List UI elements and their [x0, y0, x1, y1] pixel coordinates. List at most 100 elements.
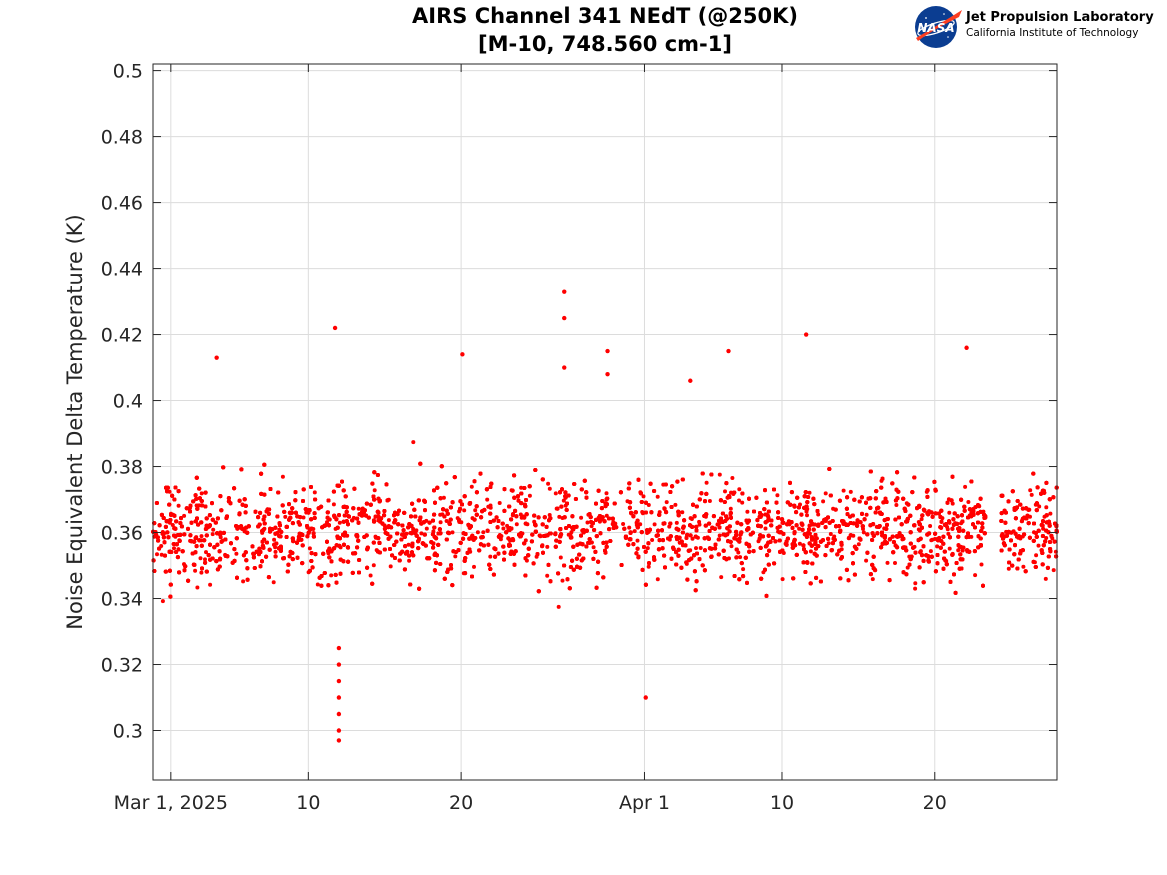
data-point — [916, 527, 921, 532]
data-point — [160, 599, 165, 604]
data-point — [717, 533, 722, 538]
data-point — [864, 558, 869, 563]
data-point — [1048, 511, 1053, 516]
data-point — [688, 516, 693, 521]
data-point — [674, 520, 679, 525]
data-point — [585, 520, 590, 525]
data-point — [627, 525, 632, 530]
data-point — [694, 546, 698, 551]
data-point — [919, 517, 924, 522]
data-point — [407, 558, 412, 563]
data-point — [741, 567, 746, 572]
data-point — [1021, 564, 1026, 569]
data-point — [856, 542, 861, 547]
data-point — [591, 545, 596, 550]
data-point — [208, 582, 213, 587]
data-point — [195, 585, 200, 590]
data-point — [560, 578, 565, 583]
data-point — [737, 487, 742, 492]
data-points — [151, 289, 1059, 743]
data-point — [723, 489, 727, 494]
data-point — [193, 568, 198, 573]
data-point — [775, 493, 780, 498]
data-point — [646, 564, 651, 569]
grid-lines — [153, 64, 1057, 780]
data-point — [821, 499, 826, 504]
data-point — [170, 523, 175, 527]
data-point — [172, 546, 176, 551]
data-point — [697, 519, 702, 524]
data-point — [797, 526, 802, 531]
data-point — [763, 526, 768, 531]
data-point — [913, 586, 918, 591]
data-point — [368, 573, 373, 578]
data-point — [356, 506, 361, 511]
data-point — [864, 512, 869, 517]
data-point — [481, 530, 486, 535]
data-point — [519, 485, 524, 490]
data-point — [1006, 566, 1011, 571]
data-point — [638, 522, 643, 527]
data-point — [780, 577, 785, 582]
data-point — [973, 573, 978, 578]
data-point — [419, 531, 424, 536]
data-point — [947, 546, 952, 551]
data-point — [717, 472, 722, 477]
data-point — [640, 511, 645, 516]
data-point — [673, 502, 678, 507]
data-point — [579, 515, 584, 520]
data-point — [273, 549, 278, 554]
data-point — [928, 549, 933, 554]
data-point — [870, 577, 875, 582]
data-point — [453, 554, 458, 559]
data-point — [523, 538, 528, 543]
data-point — [979, 562, 984, 567]
lab-name: Jet Propulsion Laboratory — [966, 10, 1154, 25]
data-point — [475, 530, 480, 535]
data-point — [371, 563, 376, 568]
data-point — [545, 573, 550, 578]
data-point — [963, 484, 968, 489]
jpl-logo: NASA Jet Propulsion Laboratory Californi… — [912, 4, 1162, 50]
data-point — [690, 536, 695, 541]
chart-title-line-2: [M-10, 748.560 cm-1] — [478, 32, 732, 56]
data-point — [667, 524, 672, 529]
data-point — [646, 503, 651, 507]
data-point — [488, 554, 493, 559]
data-point — [945, 527, 950, 532]
data-point — [1043, 576, 1048, 581]
data-point — [473, 508, 478, 513]
data-point — [740, 500, 745, 505]
data-point — [650, 538, 655, 542]
data-point — [1044, 536, 1049, 540]
data-point — [234, 551, 239, 556]
data-point — [182, 513, 187, 518]
data-point — [450, 530, 455, 535]
data-point — [1036, 543, 1041, 548]
data-point — [199, 570, 204, 575]
data-point — [738, 555, 743, 560]
data-point — [928, 524, 933, 528]
data-point — [950, 501, 955, 506]
data-point — [729, 544, 734, 549]
data-point — [388, 564, 393, 569]
data-point — [241, 579, 246, 584]
data-point — [556, 604, 561, 609]
data-point — [808, 549, 813, 554]
data-point — [372, 488, 377, 493]
data-point — [272, 537, 277, 542]
data-point — [841, 488, 846, 493]
chart-title-line-1: AIRS Channel 341 NEdT (@250K) — [412, 4, 798, 28]
data-point — [745, 509, 750, 514]
data-point — [737, 498, 741, 503]
data-point — [553, 491, 558, 496]
data-point — [501, 526, 506, 531]
data-point — [441, 495, 446, 500]
data-point — [719, 575, 724, 580]
data-point — [736, 550, 741, 555]
data-point — [518, 512, 523, 517]
data-point — [271, 580, 276, 585]
data-point — [664, 500, 669, 505]
data-point — [946, 531, 951, 536]
